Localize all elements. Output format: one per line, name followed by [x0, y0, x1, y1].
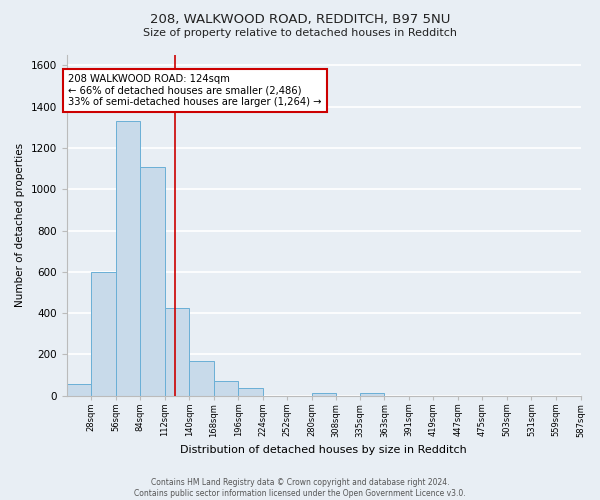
X-axis label: Distribution of detached houses by size in Redditch: Distribution of detached houses by size …	[180, 445, 467, 455]
Bar	[189, 360, 214, 396]
Text: 208 WALKWOOD ROAD: 124sqm
← 66% of detached houses are smaller (2,486)
33% of se: 208 WALKWOOD ROAD: 124sqm ← 66% of detac…	[68, 74, 322, 107]
Bar	[164, 308, 189, 396]
Bar	[311, 392, 336, 396]
Bar	[67, 384, 91, 396]
Bar	[140, 166, 164, 396]
Bar	[214, 382, 238, 396]
Text: Size of property relative to detached houses in Redditch: Size of property relative to detached ho…	[143, 28, 457, 38]
Y-axis label: Number of detached properties: Number of detached properties	[15, 144, 25, 308]
Bar	[360, 392, 385, 396]
Text: 208, WALKWOOD ROAD, REDDITCH, B97 5NU: 208, WALKWOOD ROAD, REDDITCH, B97 5NU	[150, 12, 450, 26]
Bar	[91, 272, 116, 396]
Text: Contains HM Land Registry data © Crown copyright and database right 2024.
Contai: Contains HM Land Registry data © Crown c…	[134, 478, 466, 498]
Bar	[116, 121, 140, 396]
Bar	[238, 388, 263, 396]
